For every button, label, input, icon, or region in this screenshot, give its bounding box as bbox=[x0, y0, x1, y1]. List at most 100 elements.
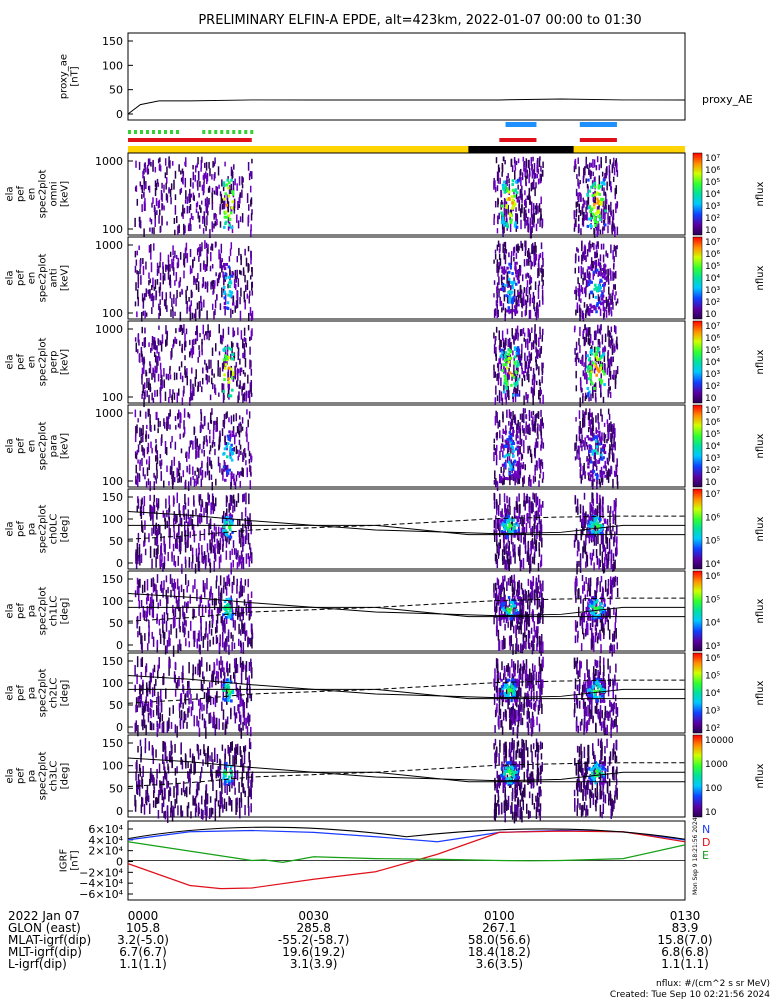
spec-hot-pixel bbox=[508, 519, 511, 523]
spec-hot-pixel bbox=[601, 448, 604, 452]
spec-pixel bbox=[521, 243, 524, 251]
colorbar-tick: 10³ bbox=[705, 454, 720, 464]
spec-pixel bbox=[541, 265, 543, 274]
spec-hot-pixel bbox=[589, 303, 592, 307]
spec-pixel bbox=[197, 157, 199, 165]
spec-pixel bbox=[539, 474, 541, 479]
spec-pixel bbox=[534, 423, 536, 433]
spec-pixel bbox=[222, 533, 224, 542]
spec-hot-pixel bbox=[229, 519, 233, 523]
spec-pixel bbox=[588, 271, 591, 280]
spec-pixel bbox=[584, 594, 587, 601]
spec-pixel bbox=[500, 391, 503, 401]
spec-pixel bbox=[213, 503, 216, 512]
spec-pixel bbox=[169, 160, 171, 169]
spec-pixel bbox=[174, 416, 177, 422]
spec-pixel bbox=[600, 622, 603, 631]
spec-pixel bbox=[152, 515, 154, 526]
spec-pixel bbox=[582, 203, 584, 209]
spec-pixel bbox=[236, 584, 238, 594]
green-tick bbox=[146, 130, 149, 134]
spec-hot-pixel bbox=[499, 303, 503, 307]
spec-pixel bbox=[176, 492, 179, 503]
spec-pixel bbox=[510, 255, 513, 265]
green-tick bbox=[158, 130, 161, 134]
spec-pixel bbox=[598, 350, 601, 358]
spec-pixel bbox=[142, 467, 145, 477]
spec-pixel bbox=[141, 204, 143, 213]
spec-pixel bbox=[611, 590, 613, 600]
spec-pixel bbox=[218, 351, 221, 356]
spec-pixel bbox=[609, 522, 611, 535]
spec-pixel bbox=[146, 378, 148, 388]
spec-pixel bbox=[220, 590, 223, 598]
spec-pixel bbox=[602, 500, 604, 511]
spec-pixel bbox=[606, 419, 609, 425]
spec-pixel bbox=[183, 270, 185, 279]
spec-pixel bbox=[247, 325, 250, 331]
spec-hot-pixel bbox=[225, 357, 228, 361]
spec-pixel bbox=[151, 558, 153, 569]
spec-pixel bbox=[616, 343, 619, 350]
spec-hot-pixel bbox=[587, 394, 590, 398]
spec-hot-pixel bbox=[228, 285, 232, 289]
spec-hot-pixel bbox=[589, 524, 592, 528]
spec-pixel bbox=[250, 471, 252, 477]
spec-pixel bbox=[584, 337, 586, 346]
spec-hot-pixel bbox=[227, 265, 231, 269]
spec-hot-pixel bbox=[597, 370, 601, 374]
spec-pixel bbox=[518, 426, 520, 434]
y-tick-label: 150 bbox=[102, 491, 123, 504]
spec-pixel bbox=[221, 638, 224, 648]
spec-hot-pixel bbox=[586, 365, 589, 369]
spec-pixel bbox=[212, 285, 215, 294]
spec-pixel bbox=[217, 607, 220, 616]
spec-pixel bbox=[523, 447, 525, 454]
spec-pixel bbox=[493, 444, 495, 451]
spec-pixel bbox=[143, 181, 146, 191]
spec-pixel bbox=[177, 225, 179, 236]
spec-pixel bbox=[518, 457, 520, 466]
spec-hot-pixel bbox=[597, 286, 600, 290]
spec-pixel bbox=[155, 355, 158, 364]
spec-pixel bbox=[134, 250, 137, 258]
spec-hot-pixel bbox=[226, 471, 230, 475]
spec-hot-pixel bbox=[594, 364, 598, 368]
colorbar-label: nflux bbox=[755, 349, 766, 374]
spec-pixel bbox=[244, 357, 247, 368]
spec-pixel bbox=[585, 351, 587, 361]
spec-pixel bbox=[534, 241, 536, 249]
spec-pixel bbox=[503, 197, 506, 208]
spec-pixel bbox=[175, 513, 177, 525]
spec-pixel bbox=[249, 382, 252, 393]
spec-pixel bbox=[532, 221, 534, 227]
spec-pixel bbox=[165, 589, 168, 600]
spec-hot-pixel bbox=[225, 469, 229, 473]
spec-hot-pixel bbox=[594, 193, 597, 197]
spec-hot-pixel bbox=[588, 519, 592, 523]
spec-pixel bbox=[232, 374, 235, 382]
spec-pixel bbox=[154, 445, 157, 452]
spec-pixel bbox=[526, 496, 529, 504]
ylabel-line: [keV] bbox=[60, 181, 71, 207]
spec-pixel bbox=[174, 607, 177, 618]
spec-pixel bbox=[506, 274, 508, 284]
spec-pixel bbox=[221, 258, 224, 263]
spec-pixel bbox=[531, 297, 534, 303]
spec-pixel bbox=[219, 191, 222, 197]
spec-pixel bbox=[594, 589, 596, 598]
spec-pixel bbox=[598, 458, 601, 464]
spec-hot-pixel bbox=[513, 360, 516, 364]
spec-pixel bbox=[612, 444, 614, 450]
spec-pixel bbox=[179, 189, 182, 195]
ylabel-line: pef bbox=[16, 603, 27, 620]
spec-pixel bbox=[142, 301, 145, 309]
spec-hot-pixel bbox=[595, 286, 598, 290]
spec-hot-pixel bbox=[507, 348, 510, 352]
green-tick bbox=[202, 130, 206, 134]
spec-pixel bbox=[179, 324, 182, 332]
spec-pixel bbox=[139, 461, 141, 471]
spec-pixel bbox=[175, 216, 178, 224]
spec-pixel bbox=[206, 439, 208, 447]
spec-pixel bbox=[576, 550, 579, 557]
